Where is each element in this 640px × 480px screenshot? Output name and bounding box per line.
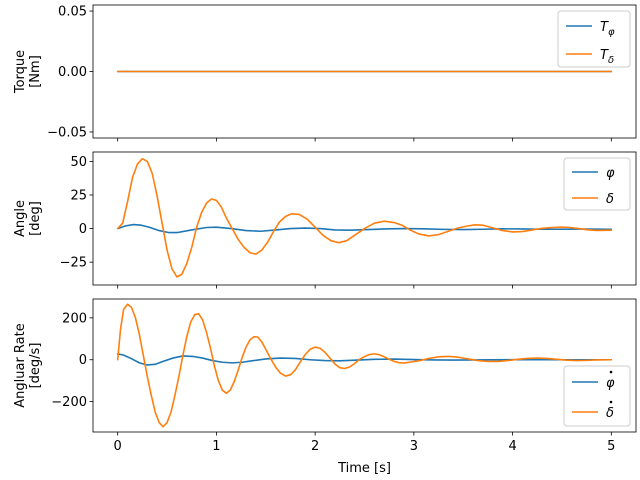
y-tick-label: 50 xyxy=(70,155,87,170)
legend-entry-0: φ xyxy=(606,166,615,181)
y-tick-label: 0 xyxy=(79,353,87,368)
legend-label-main: φ xyxy=(606,376,615,391)
legend-label-main: T xyxy=(600,20,609,35)
legend-entry-1: δ xyxy=(606,192,614,207)
series-line-1 xyxy=(116,157,613,278)
y-tick-label: −0.05 xyxy=(47,125,87,140)
y-tick-label: 200 xyxy=(62,311,87,326)
legend-label-main: δ xyxy=(606,192,614,207)
angular-rate-panel: −200 0 200 0 1 2 3 4 5 Angluar Rate[deg/s] Time [s… xyxy=(13,298,637,476)
y-axis-label-line: Torque xyxy=(13,50,28,94)
series-line-0 xyxy=(116,353,613,366)
x-tick-label: 1 xyxy=(212,439,220,454)
x-tick-label: 4 xyxy=(508,439,516,454)
y-axis-label-line: Angluar Rate xyxy=(13,323,28,408)
plot-frame xyxy=(92,298,637,433)
legend-box xyxy=(563,157,631,211)
y-tick-label: 0.00 xyxy=(58,65,87,80)
angle-panel: −25 0 25 50 Angle[deg] φδ xyxy=(13,151,637,289)
y-axis-label: Torque[Nm] xyxy=(13,50,43,94)
legend-label-main: δ xyxy=(606,406,614,421)
legend-entry-1: δ xyxy=(606,406,614,421)
legend-entry-1: Tδ xyxy=(600,48,614,66)
y-axis-label-line: [deg] xyxy=(28,201,43,236)
series-line-1 xyxy=(116,303,613,428)
legend-box xyxy=(563,365,631,427)
y-tick-label: −25 xyxy=(60,256,87,271)
y-axis-label-line: [deg/s] xyxy=(28,343,43,389)
legend-entry-0: φ xyxy=(606,376,615,391)
x-tick-label: 3 xyxy=(410,439,418,454)
legend-label-main: φ xyxy=(606,166,615,181)
legend-box xyxy=(557,10,631,68)
x-tick-label: 0 xyxy=(114,439,122,454)
y-axis-label-line: [Nm] xyxy=(28,55,43,88)
x-tick-label: 5 xyxy=(607,439,615,454)
plot-frame xyxy=(92,151,637,286)
y-axis-label: Angluar Rate[deg/s] xyxy=(13,323,43,408)
legend-dot-accent xyxy=(609,400,613,404)
y-axis-label: Angle[deg] xyxy=(13,200,43,237)
y-tick-label: 25 xyxy=(70,188,87,203)
legend-label-sub: φ xyxy=(608,27,615,38)
legend-dot-accent xyxy=(609,370,613,374)
x-tick-label: 2 xyxy=(311,439,319,454)
y-tick-label: 0 xyxy=(79,222,87,237)
legend: φδ xyxy=(563,157,631,211)
x-axis-label: Time [s] xyxy=(337,461,391,476)
y-axis-label-line: Angle xyxy=(13,200,28,237)
legend-label-main: T xyxy=(600,48,609,63)
legend: φδ xyxy=(563,365,631,427)
y-tick-label: 0.05 xyxy=(58,5,87,20)
legend-entry-0: Tφ xyxy=(600,20,615,38)
legend-label-sub: δ xyxy=(608,55,614,66)
y-tick-label: −200 xyxy=(51,395,87,410)
